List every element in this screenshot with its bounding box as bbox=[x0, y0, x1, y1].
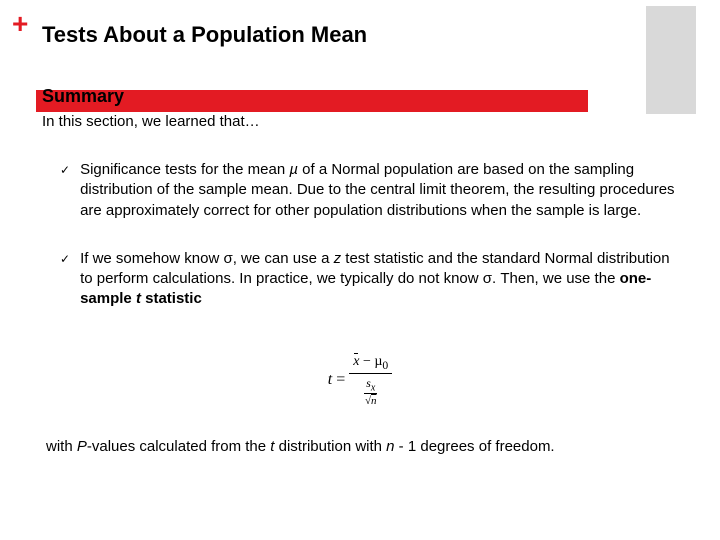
t-statistic-formula: t = x − µ0 sx √n bbox=[300, 354, 420, 407]
bold-run: statistic bbox=[141, 290, 202, 307]
z-symbol: z bbox=[334, 250, 342, 267]
formula-eq: = bbox=[332, 371, 349, 388]
n-symbol: n bbox=[371, 395, 377, 407]
text-run: If we somehow know σ, we can use a bbox=[80, 250, 334, 267]
list-item: ✓ Significance tests for the mean µ of a… bbox=[60, 160, 680, 221]
text-run: with bbox=[46, 438, 77, 455]
section-heading: Summary bbox=[42, 86, 124, 107]
text-run: distribution with bbox=[274, 438, 386, 455]
text-run: − µ bbox=[359, 354, 382, 369]
subscript-x: x bbox=[371, 382, 375, 393]
intro-text: In this section, we learned that… bbox=[42, 113, 260, 130]
mu-symbol: µ bbox=[289, 161, 298, 178]
check-icon: ✓ bbox=[60, 163, 70, 177]
slide-title: Tests About a Population Mean bbox=[42, 22, 367, 48]
n-symbol: n bbox=[386, 438, 394, 455]
text-run: - 1 degrees of freedom. bbox=[395, 438, 555, 455]
x-bar-symbol: x bbox=[353, 354, 359, 370]
bullet-text: Significance tests for the mean µ of a N… bbox=[80, 160, 680, 221]
p-symbol: P bbox=[77, 438, 87, 455]
plus-icon: + bbox=[12, 8, 28, 40]
side-gray-block bbox=[646, 6, 696, 114]
list-item: ✓ If we somehow know σ, we can use a z t… bbox=[60, 249, 680, 310]
subscript-zero: 0 bbox=[382, 359, 388, 372]
footer-sentence: with P-values calculated from the t dist… bbox=[46, 438, 686, 455]
check-icon: ✓ bbox=[60, 252, 70, 266]
bullet-list: ✓ Significance tests for the mean µ of a… bbox=[60, 160, 680, 338]
text-run: Significance tests for the mean bbox=[80, 161, 289, 178]
bullet-text: If we somehow know σ, we can use a z tes… bbox=[80, 249, 680, 310]
fraction-numerator: x − µ0 bbox=[349, 354, 392, 374]
fraction-denominator: sx √n bbox=[349, 374, 392, 407]
slide: + Tests About a Population Mean Summary … bbox=[0, 0, 720, 540]
text-run: -values calculated from the bbox=[87, 438, 270, 455]
formula-fraction: x − µ0 sx √n bbox=[349, 354, 392, 407]
